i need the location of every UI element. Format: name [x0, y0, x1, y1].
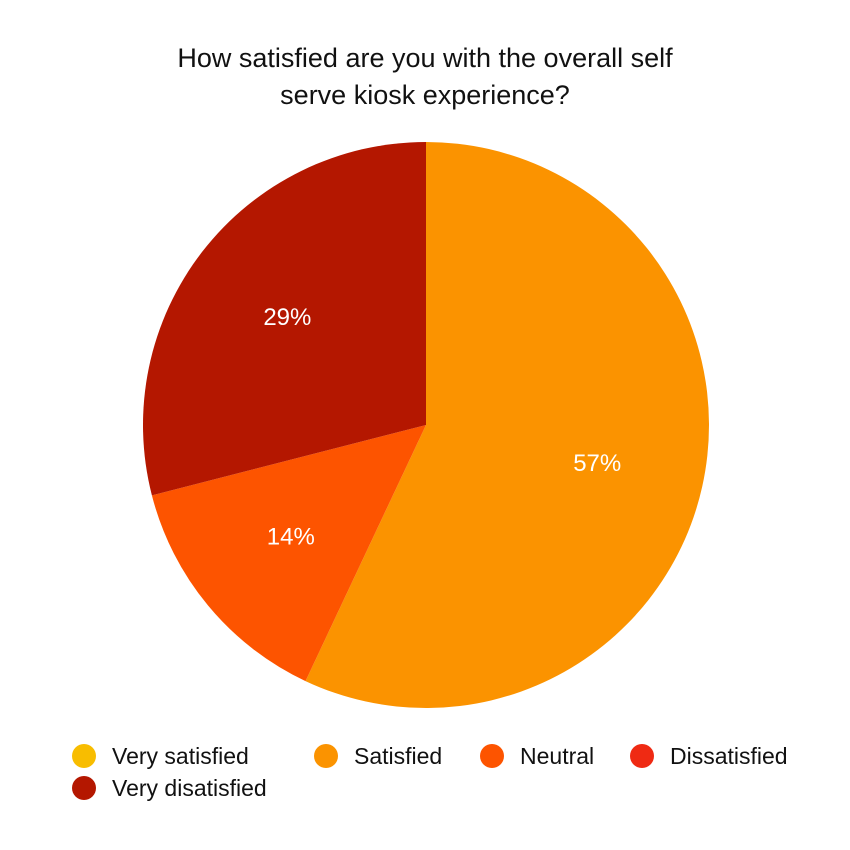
chart-legend: Very satisfied Satisfied Neutral Dissati… [72, 740, 832, 804]
chart-title: How satisfied are you with the overall s… [0, 40, 850, 114]
legend-label-very-satisfied: Very satisfied [112, 742, 249, 769]
legend-label-dissatisfied: Dissatisfied [670, 742, 788, 769]
pie-slice-very-disatisfied [142, 142, 426, 496]
data-label-neutral: 14% [267, 523, 315, 550]
legend-row: Very satisfied Satisfied Neutral Dissati… [72, 740, 832, 772]
legend-swatch-very-disatisfied [72, 776, 96, 800]
pie-slice-neutral [151, 425, 426, 682]
legend-swatch-dissatisfied [630, 744, 654, 768]
legend-swatch-neutral [480, 744, 504, 768]
chart-title-line-1: How satisfied are you with the overall s… [177, 43, 673, 73]
chart-title-line-2: serve kiosk experience? [280, 80, 570, 110]
legend-label-neutral: Neutral [520, 742, 595, 769]
pie-slice-satisfied [305, 142, 709, 708]
legend-label-satisfied: Satisfied [354, 742, 443, 769]
legend-label-very-disatisfied: Very disatisfied [112, 774, 267, 801]
legend-item-satisfied: Satisfied [314, 743, 480, 770]
data-label-satisfied: 57% [573, 450, 621, 477]
legend-item-neutral: Neutral [480, 743, 630, 770]
legend-swatch-satisfied [314, 744, 338, 768]
legend-item-very-disatisfied: Very disatisfied [72, 775, 267, 802]
legend-row: Very disatisfied [72, 772, 832, 804]
legend-item-dissatisfied: Dissatisfied [630, 743, 788, 770]
data-label-very-disatisfied: 29% [263, 304, 311, 331]
legend-swatch-very-satisfied [72, 744, 96, 768]
legend-item-very-satisfied: Very satisfied [72, 743, 314, 770]
